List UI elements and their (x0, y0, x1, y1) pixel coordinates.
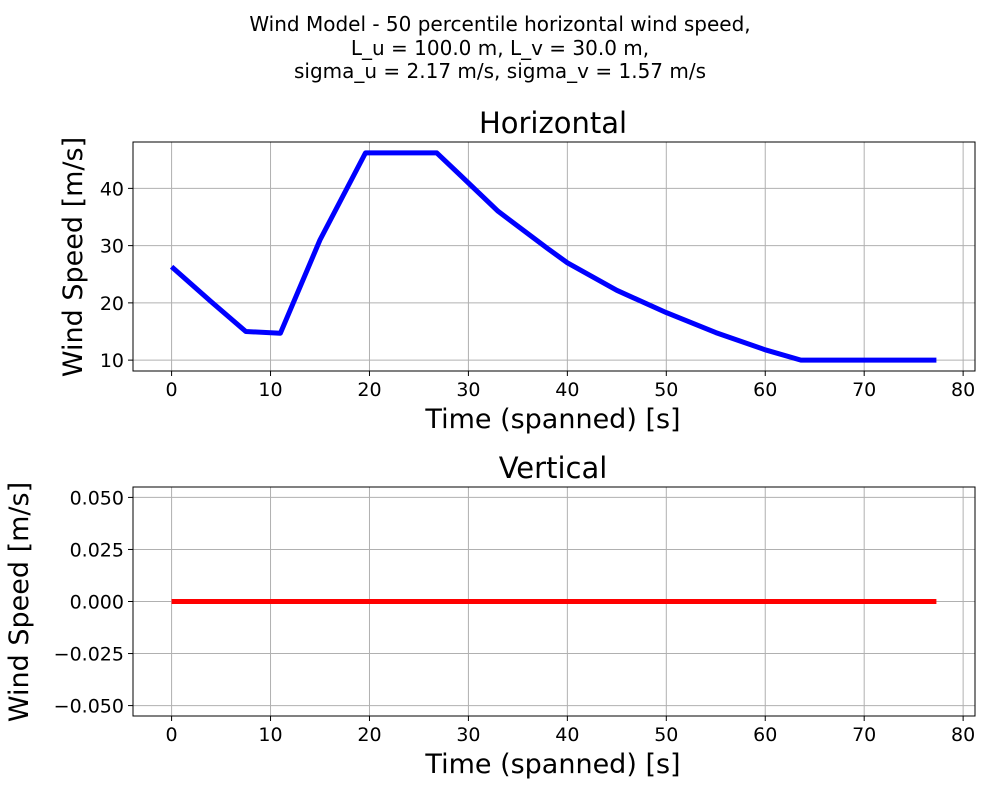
panel-title: Vertical (499, 451, 608, 485)
plot-area (133, 142, 975, 371)
suptitle-line-2: L_u = 100.0 m, L_v = 30.0 m, (350, 36, 650, 60)
x-axis-label: Time (spanned) [s] (424, 404, 680, 435)
x-tick-label: 10 (258, 724, 282, 746)
y-axis-label: Wind Speed [m/s] (58, 137, 89, 377)
x-tick-label: 80 (951, 379, 975, 401)
x-tick-label: 50 (654, 379, 678, 401)
y-tick-label: 10 (100, 350, 124, 372)
x-tick-label: 40 (555, 379, 579, 401)
y-tick-label: 0.000 (70, 592, 124, 614)
vertical-wind-panel: Vertical Time (spanned) [s] Wind Speed [… (4, 451, 976, 780)
x-tick-label: 60 (753, 724, 777, 746)
x-tick-label: 30 (456, 379, 480, 401)
x-axis-label: Time (spanned) [s] (424, 749, 680, 780)
y-tick-label: 30 (100, 236, 124, 258)
series-line (169, 150, 937, 363)
suptitle-line-3: sigma_u = 2.17 m/s, sigma_v = 1.57 m/s (293, 59, 707, 83)
x-tick-label: 50 (654, 724, 678, 746)
y-tick-label: −0.050 (54, 696, 124, 718)
y-tick-label: 20 (100, 293, 124, 315)
plot-frame (132, 141, 976, 372)
y-tick-label: 0.025 (70, 539, 124, 561)
y-tick-label: 40 (100, 178, 124, 200)
horizontal-wind-panel: Horizontal Time (spanned) [s] Wind Speed… (58, 106, 976, 435)
suptitle-line-1: Wind Model - 50 percentile horizontal wi… (249, 12, 751, 36)
x-tick-label: 30 (456, 724, 480, 746)
x-tick-label: 80 (951, 724, 975, 746)
plot-frame (132, 486, 976, 717)
x-tick-label: 10 (258, 379, 282, 401)
x-tick-label: 70 (852, 379, 876, 401)
x-tick-label: 40 (555, 724, 579, 746)
y-tick-label: −0.025 (54, 644, 124, 666)
x-tick-label: 60 (753, 379, 777, 401)
x-tick-label: 20 (357, 379, 381, 401)
y-tick-label: 0.050 (70, 487, 124, 509)
y-axis-label: Wind Speed [m/s] (4, 482, 35, 722)
panel-title: Horizontal (479, 106, 627, 140)
x-tick-label: 0 (166, 724, 178, 746)
x-tick-label: 70 (852, 724, 876, 746)
x-tick-label: 20 (357, 724, 381, 746)
x-tick-label: 0 (166, 379, 178, 401)
